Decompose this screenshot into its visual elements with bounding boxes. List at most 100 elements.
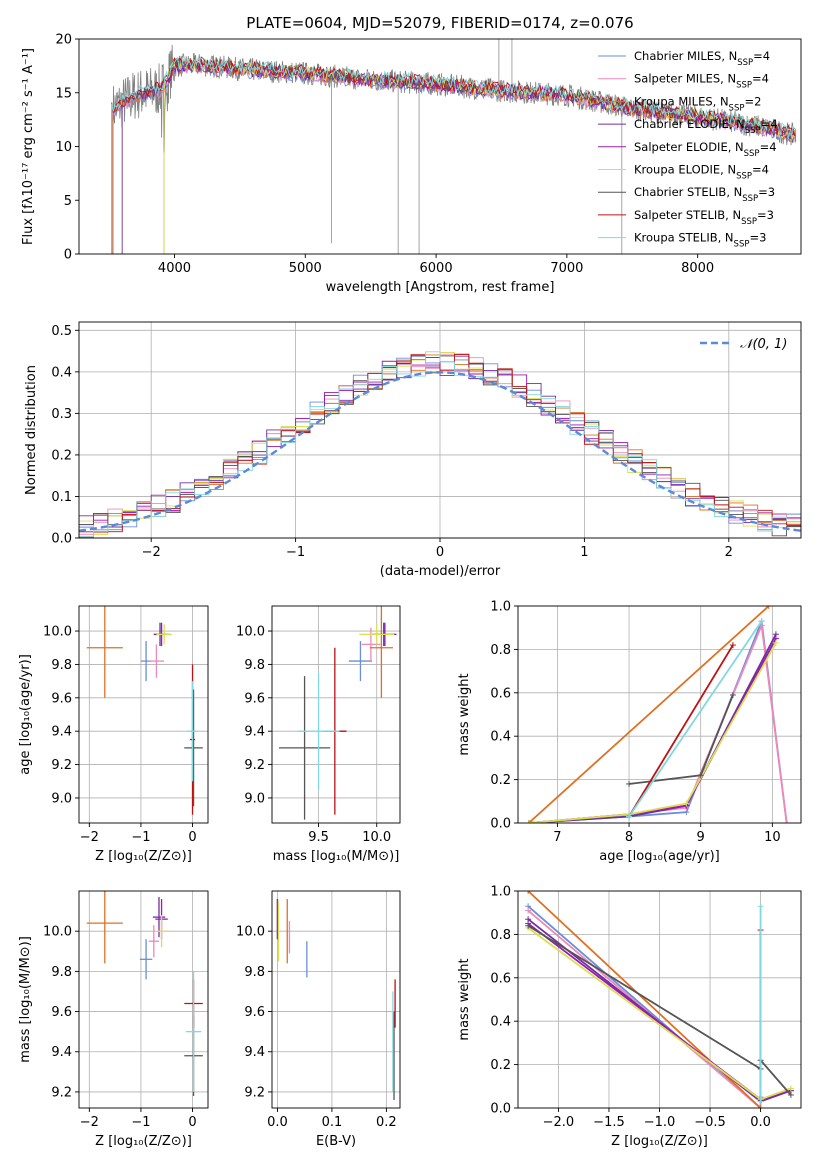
model-8 [111, 56, 795, 254]
errorbars [86, 891, 203, 1096]
plot-frame [78, 38, 802, 255]
errorbar-point [148, 644, 165, 678]
y-tick-label: 0.8 [490, 928, 511, 943]
y-tick-label: 9.8 [51, 965, 72, 980]
y-tick-label: 1.0 [490, 600, 511, 615]
y-axis-label: mass [log₁₀(M/M⊙)] [18, 936, 33, 1063]
histogram-3 [79, 355, 801, 530]
errorbar-point [156, 624, 172, 645]
x-tick-label: 9 [697, 830, 705, 845]
x-tick-label: −1.5 [593, 1115, 625, 1130]
plot-frame [517, 605, 802, 824]
figure-title: PLATE=0604, MJD=52079, FIBERID=0174, z=0… [246, 14, 633, 32]
x-tick-label: 0 [188, 830, 196, 845]
plot-frame [271, 890, 401, 1109]
x-tick-label: −1.0 [644, 1115, 676, 1130]
legend-entry: Chabrier STELIB, NSSP=3 [634, 185, 775, 204]
y-tick-label: 9.8 [51, 658, 72, 673]
spectrum-curves [111, 39, 797, 254]
y-tick-label: 0.1 [51, 490, 72, 505]
errorbar-point [86, 606, 123, 698]
x-tick-label: 0 [436, 545, 444, 560]
y-tick-label: 9.6 [51, 1005, 72, 1020]
y-tick-label: 9.4 [244, 725, 265, 740]
legend-entry: Salpeter STELIB, NSSP=3 [634, 208, 774, 227]
x-axis-label: mass [log₁₀(M/M⊙)] [273, 849, 400, 864]
x-tick-label: −1 [286, 545, 305, 560]
y-tick-label: 10.0 [43, 925, 72, 940]
legend-entry: Kroupa MILES, NSSP=2 [634, 94, 761, 113]
x-tick-label: −2 [80, 830, 99, 845]
panel-residuals: −2 −1 0 1 2 0.0 0.1 0.2 0.3 0.4 0.5 (data-model)/er… [24, 321, 802, 579]
y-tick-label: 9.2 [244, 1085, 265, 1100]
x-tick-label: 0.0 [750, 1115, 771, 1130]
y-tick-label: 0.6 [490, 686, 511, 701]
errorbar-point [348, 641, 373, 682]
legend-entry: Kroupa STELIB, NSSP=3 [634, 231, 766, 250]
weight-line-4 [528, 638, 777, 823]
residual-histograms [79, 351, 801, 538]
y-tick-label: 20 [55, 33, 72, 48]
errorbar-point [86, 891, 123, 964]
y-tick-label: 15 [55, 86, 72, 101]
weight-line-3 [528, 633, 777, 823]
model-7 [111, 57, 795, 254]
errorbar-point [359, 624, 395, 645]
x-tick-label: 8 [625, 830, 633, 845]
plot-frame [271, 605, 401, 824]
panel-age-vs-mass: 9.5 10.0 9.0 9.2 9.4 9.6 9.8 10.0 mass [log₁₀(M/… [236, 605, 401, 864]
y-tick-label: 1.0 [490, 885, 511, 900]
normal-curve [79, 371, 801, 532]
weight-line-7 [628, 644, 734, 817]
x-tick-label: 6000 [420, 261, 453, 276]
spectrum-legend: Chabrier MILES, NSSP=4 Salpeter MILES, NS… [598, 49, 778, 250]
plot-frame [517, 890, 802, 1109]
x-tick-label: 10 [764, 830, 781, 845]
errorbars [86, 606, 203, 815]
panel-mass-vs-Z: −2 −1 0 9.2 9.4 9.6 9.8 10.0 Z [log₁₀(Z/Z⊙)] mass… [18, 890, 209, 1149]
y-tick-label: 0.2 [51, 448, 72, 463]
errorbars [278, 606, 397, 820]
x-tick-label: 7 [553, 830, 561, 845]
y-tick-label: 9.2 [244, 758, 265, 773]
x-tick-label: 2 [725, 545, 733, 560]
errorbar-point [185, 971, 202, 1092]
x-tick-label: 0.2 [376, 1115, 397, 1130]
y-tick-label: 9.2 [51, 1085, 72, 1100]
x-tick-label: −0.5 [694, 1115, 726, 1130]
plot-frame [78, 605, 209, 824]
legend-entry: Salpeter ELODIE, NSSP=4 [634, 140, 777, 159]
y-tick-label: 0.0 [51, 532, 72, 547]
errorbar-point [148, 925, 159, 958]
x-axis-label: age [log₁₀(age/yr)] [599, 849, 720, 864]
x-tick-label: −1 [131, 830, 150, 845]
x-tick-label: 7000 [550, 261, 583, 276]
legend-entry: 𝒩(0, 1) [740, 337, 787, 352]
y-tick-label: 9.0 [51, 791, 72, 806]
weight-line-2 [528, 606, 770, 823]
y-tick-label: 9.0 [244, 791, 265, 806]
x-tick-label: −2 [80, 1115, 99, 1130]
y-tick-label: 0.0 [490, 1102, 511, 1117]
errorbar-point [139, 939, 153, 980]
errorbar-point [155, 915, 168, 948]
legend-entry: Kroupa ELODIE, NSSP=4 [634, 163, 769, 182]
x-tick-label: −2 [142, 545, 161, 560]
errorbar-point [361, 627, 381, 662]
errorbar-point [297, 672, 340, 790]
x-axis-label: Z [log₁₀(Z/Z⊙)] [95, 849, 192, 864]
x-tick-label: 8000 [681, 261, 714, 276]
y-tick-label: 0.4 [490, 730, 511, 745]
y-tick-label: 0.5 [51, 324, 72, 339]
y-tick-label: 9.8 [244, 965, 265, 980]
y-tick-label: 9.2 [51, 758, 72, 773]
y-tick-label: 0 [64, 248, 72, 263]
x-tick-label: 4000 [158, 261, 191, 276]
errorbar-point [278, 676, 331, 820]
plot-frame [78, 890, 209, 1109]
y-axis-label: mass weight [457, 673, 472, 755]
y-tick-label: 0.6 [490, 971, 511, 986]
x-axis-label: Z [log₁₀(Z/Z⊙)] [95, 1134, 192, 1149]
panel-mass-vs-ebv: 0.0 0.1 0.2 9.2 9.4 9.6 9.8 10.0 E(B-V) [236, 890, 401, 1149]
